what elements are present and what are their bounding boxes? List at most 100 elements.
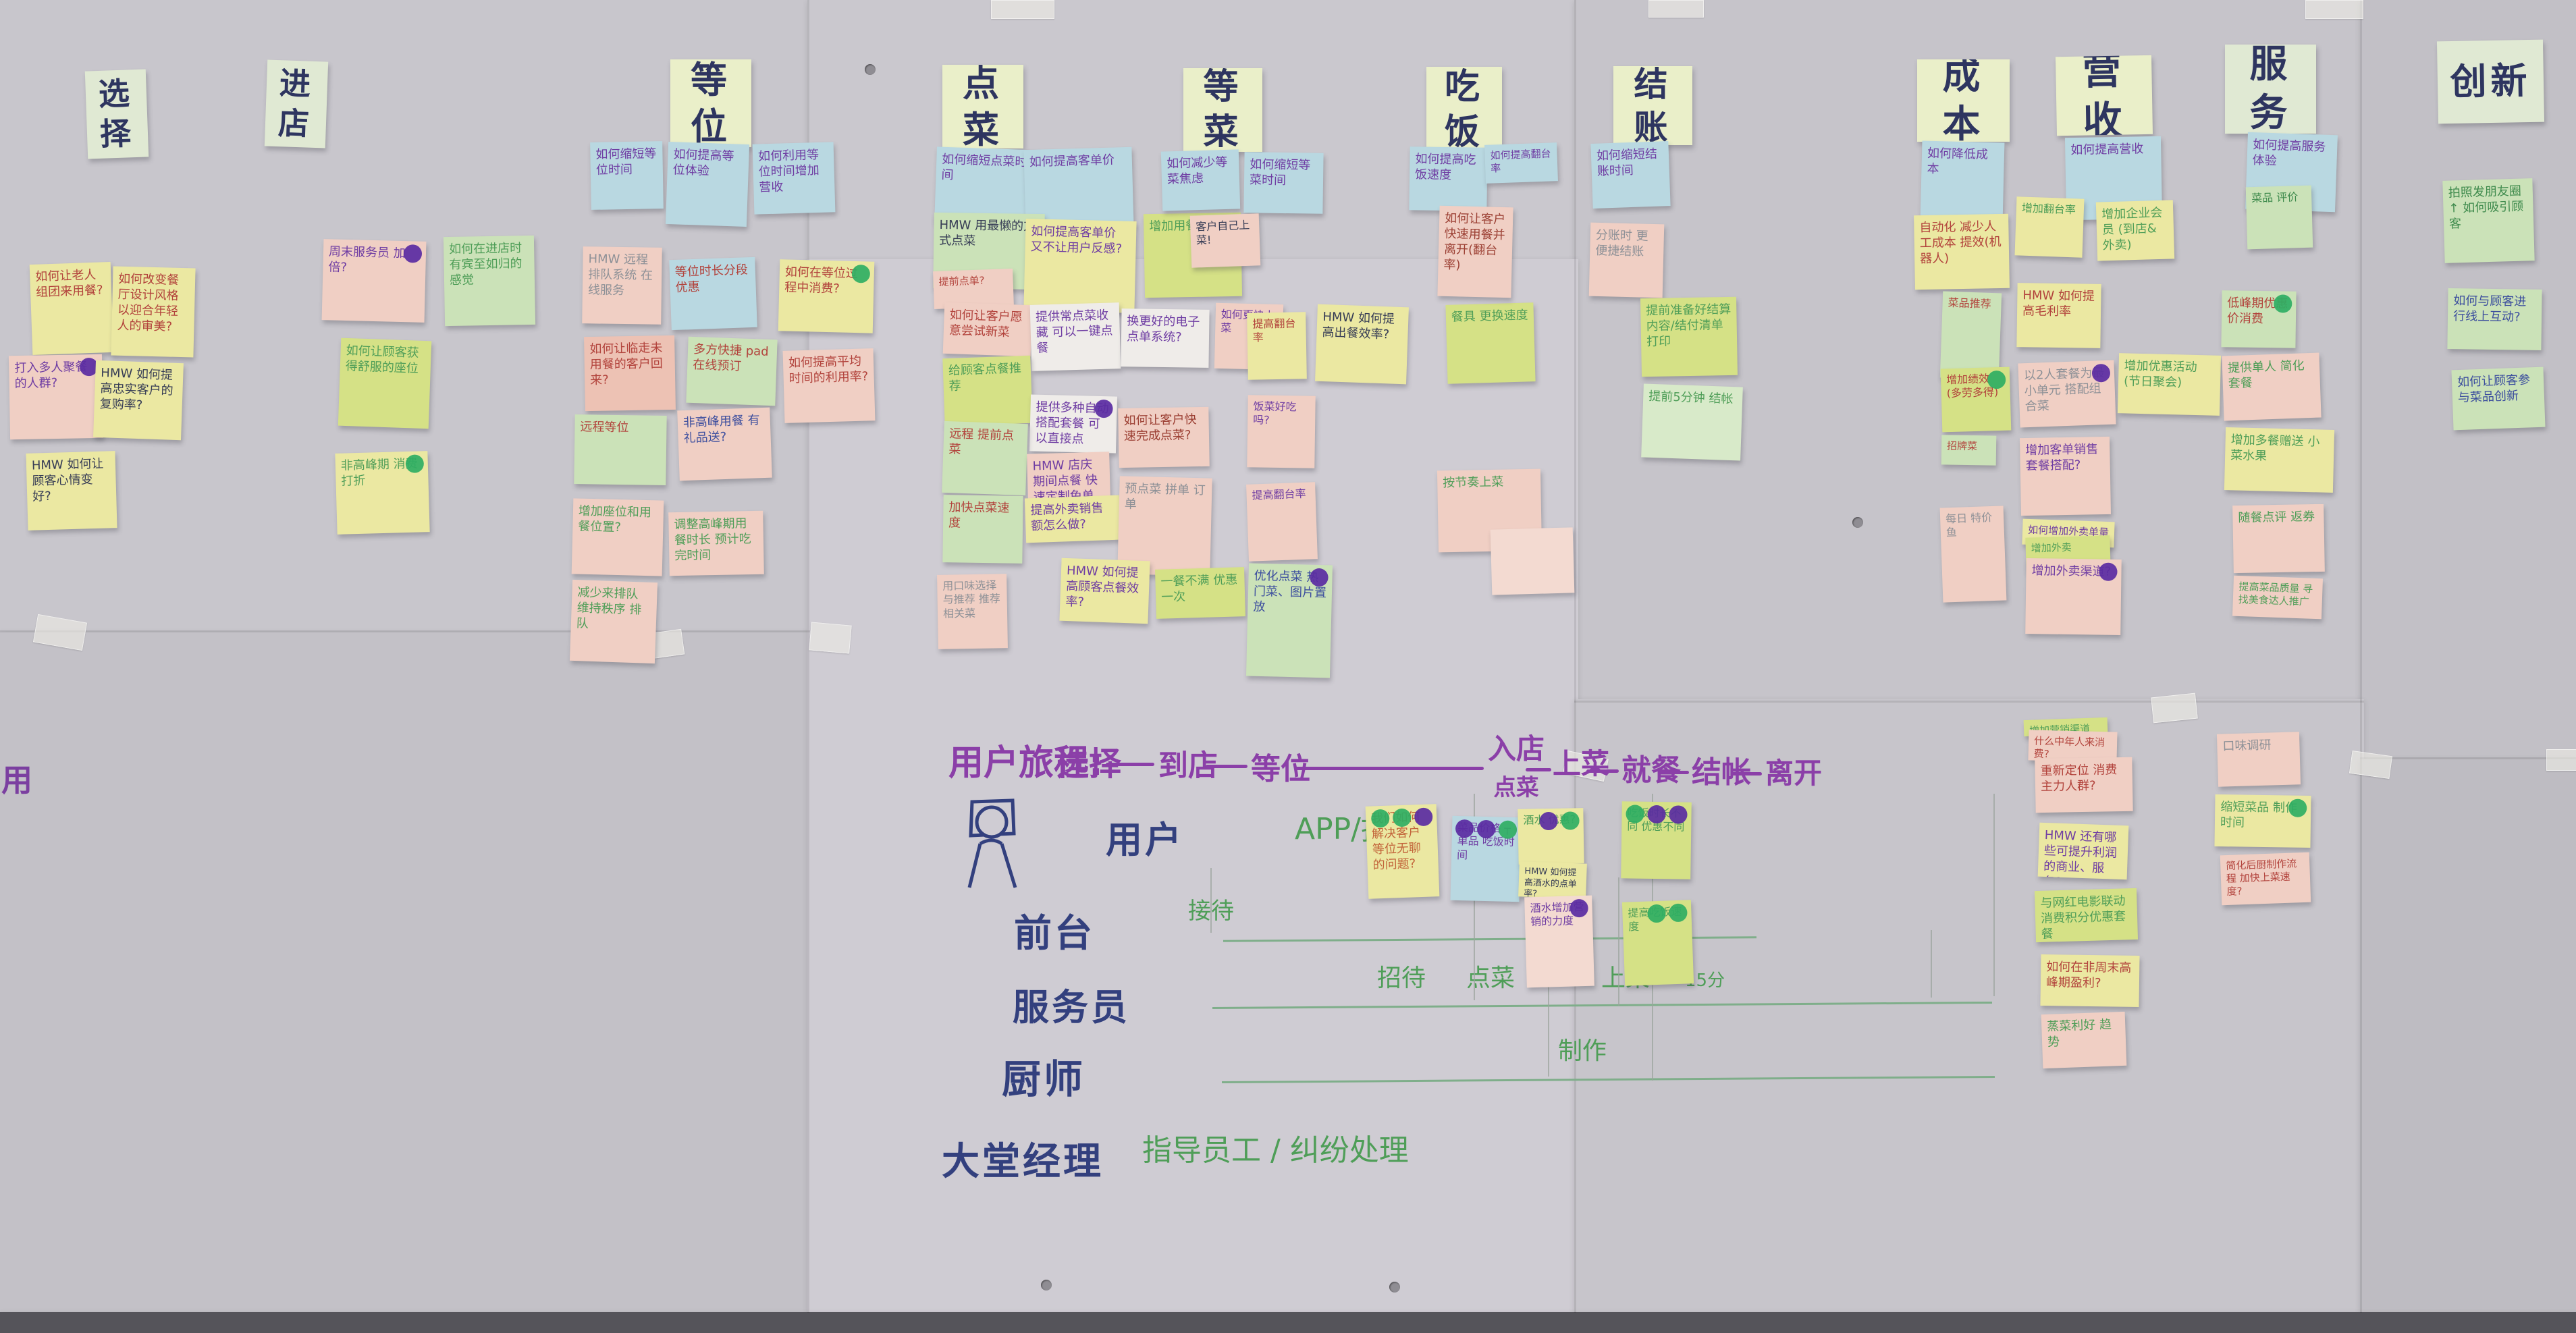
sticky-note: 加快点菜速度: [942, 495, 1023, 564]
journey-stage: 就餐: [1621, 746, 1681, 789]
journey-stage: 离开: [1765, 751, 1822, 792]
sticky-note-text: 如何减少等菜焦虑: [1166, 155, 1228, 187]
sticky-note-text: HMW 远程排队系统 在线服务: [587, 252, 653, 298]
sticky-note: 分账时 更便捷结账: [1588, 222, 1665, 298]
sticky-note-text: 如何提高客单价: [1029, 153, 1115, 170]
sticky-note-text: 如何让客户愿意尝试新菜: [948, 308, 1023, 340]
dot-sticker: [851, 264, 871, 283]
sticky-note: 如何让客户愿意尝试新菜: [942, 302, 1033, 357]
sticky-note-text: 如何让客户快速用餐并离开(翻台率): [1443, 211, 1506, 273]
journey-stage: 选择: [1056, 737, 1121, 784]
sticky-note-text: 口味调研: [2222, 738, 2272, 754]
dot-sticker: [1392, 808, 1412, 827]
sticky-note-text: 等位时长分段优惠: [674, 263, 749, 295]
sticky-note: 增加绩效 (多劳多得): [1940, 366, 2012, 433]
sticky-note-text: 如何缩短等菜时间: [1249, 157, 1311, 188]
punch-hole: [1389, 1282, 1400, 1293]
column-header-label: 等菜: [1203, 68, 1243, 152]
sticky-note-text: 提高菜品质量 寻找美食达人推广: [2238, 580, 2313, 608]
sticky-note: 餐具 更换速度: [1445, 302, 1536, 384]
dot-sticker-row: [2288, 798, 2307, 817]
journey-dash: [1206, 765, 1247, 768]
paper-sheet: [2360, 759, 2576, 1315]
sticky-note-text: HMW 如何提高忠实客户的复购率?: [99, 366, 173, 413]
dot-sticker-row: [2091, 363, 2111, 383]
paper-crease: [2360, 757, 2576, 759]
dot-sticker-row: [1987, 370, 2006, 389]
sticky-note: 每日 特价鱼: [1939, 506, 2007, 603]
sticky-note: 口味调研: [2216, 732, 2301, 787]
dot-sticker: [1987, 370, 2006, 389]
punch-hole: [865, 64, 876, 75]
sticky-note: 提供常点菜收藏 可以一键点餐: [1029, 302, 1121, 371]
sticky-note-text: 如何利用等位时间增加营收: [757, 147, 820, 195]
sticky-note: 随餐点评 返券: [2232, 504, 2325, 574]
sticky-note: 与网红电影联动 消费积分优惠套餐: [2034, 888, 2139, 943]
sticky-note-text: 如何让顾客参与菜品创新: [2457, 373, 2531, 406]
dot-sticker-row: [1647, 903, 1688, 923]
sticky-note-text: 提高翻台率: [1252, 317, 1296, 345]
sticky-note: 给顾客点餐推荐: [942, 355, 1033, 427]
sticky-note-text: 如何提高营收: [2070, 142, 2144, 158]
sticky-note: 增加客单销售 套餐搭配?: [2020, 436, 2111, 516]
sticky-note-text: 如何提高服务体验: [2252, 137, 2326, 169]
journey-dash: [1586, 769, 1619, 773]
sticky-note: 周末服务员 加倍?: [321, 239, 427, 323]
sticky-note-text: HMW 如何提高毛利率: [2022, 288, 2095, 319]
sticky-note-text: 多方快捷 pad 在线预订: [692, 342, 770, 374]
sticky-note: 减少来排队 维持秩序 排队: [569, 579, 658, 664]
dot-sticker: [1668, 903, 1688, 923]
journey-dash: [1106, 763, 1154, 766]
column-header-note: 成本: [1917, 59, 2010, 142]
sticky-note: 酒水增加营销的力度: [1524, 895, 1594, 988]
sticky-note-text: 提前准备好结算内容/结付清单 打印: [1646, 302, 1732, 350]
sticky-note: 如何让临走未用餐的客户回来?: [584, 335, 676, 412]
sticky-note-text: 如何提高平均时间的利用率?: [788, 354, 869, 386]
sticky-note: 酒水 优惠?: [1518, 808, 1584, 865]
journey-stage-label: 上菜: [1553, 747, 1610, 780]
dot-sticker: [2091, 363, 2111, 383]
sticky-note-text: 按节奏上菜: [1443, 474, 1504, 491]
dot-sticker: [1626, 805, 1644, 823]
sticky-note-text: 如何在进店时有宾至如归的感觉: [448, 241, 522, 288]
sticky-note: 饭菜好吃吗?: [1247, 395, 1316, 468]
journey-stage: 到店: [1158, 741, 1218, 784]
sticky-note-text: 给顾客点餐推荐: [948, 361, 1022, 394]
dot-sticker: [403, 244, 423, 263]
sticky-note-text: 增加外卖: [2031, 541, 2072, 555]
sticky-note-text: HMW 如何提高顾客点餐效率?: [1065, 564, 1139, 610]
tape-piece: [2546, 749, 2576, 771]
column-header-note: 营收: [2055, 55, 2153, 136]
paper-crease: [1574, 0, 1576, 1313]
lane-actor-label: 前台: [1014, 912, 1095, 956]
lane-annotation: 招待: [1377, 964, 1426, 992]
lane-annotation: 制作: [1558, 1037, 1607, 1065]
column-header-label: 营收: [2081, 55, 2127, 136]
sticky-note: 如何提高平均时间的利用率?: [782, 348, 876, 423]
sticky-note: HMW 还有哪些可提升利润的商业、服务?: [2037, 822, 2129, 880]
sticky-note-text: 如何提高翻台率: [1490, 147, 1551, 175]
journey-dash: [1526, 768, 1551, 771]
paper-sheet: [0, 632, 811, 1315]
sticky-note-text: 提高翻台率: [1252, 487, 1306, 502]
sticky-note: 增加多餐赠送 小菜水果: [2224, 427, 2335, 493]
column-header-label: 等位: [691, 59, 731, 147]
sticky-note-text: 蒸菜利好 趋势: [2046, 1017, 2112, 1050]
sticky-note: 简化后厨制作流程 加快上菜速度?: [2220, 852, 2311, 906]
sticky-note: 如何在等位过程中消费?: [778, 259, 875, 333]
dot-sticker: [1539, 811, 1558, 831]
connector-line: [1618, 877, 1619, 1006]
sticky-note: 如何降低成本: [1920, 140, 2005, 224]
sticky-note-text: 如何提高等位体验: [672, 147, 734, 179]
sticky-note-text: 简化后厨制作流程 加快上菜速度?: [2225, 857, 2297, 898]
sticky-note: 如何与顾客进行线上互动?: [2447, 288, 2542, 350]
sticky-note: HMW 如何提高毛利率: [2016, 283, 2101, 348]
connector-line: [1931, 930, 1932, 998]
sticky-note-text: 如何在非周末高峰期盈利?: [2045, 960, 2132, 991]
dot-sticker-row: [405, 454, 425, 474]
tape-piece: [809, 622, 852, 654]
sticky-note-text: 随餐点评 返券: [2238, 510, 2315, 526]
paper-crease: [0, 630, 810, 632]
sticky-note-text: 远程等位: [580, 420, 629, 435]
sticky-note: 增加企业会员 (到店&外卖): [2095, 200, 2175, 261]
